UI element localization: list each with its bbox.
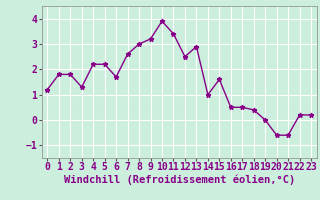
X-axis label: Windchill (Refroidissement éolien,°C): Windchill (Refroidissement éolien,°C) [64,175,295,185]
